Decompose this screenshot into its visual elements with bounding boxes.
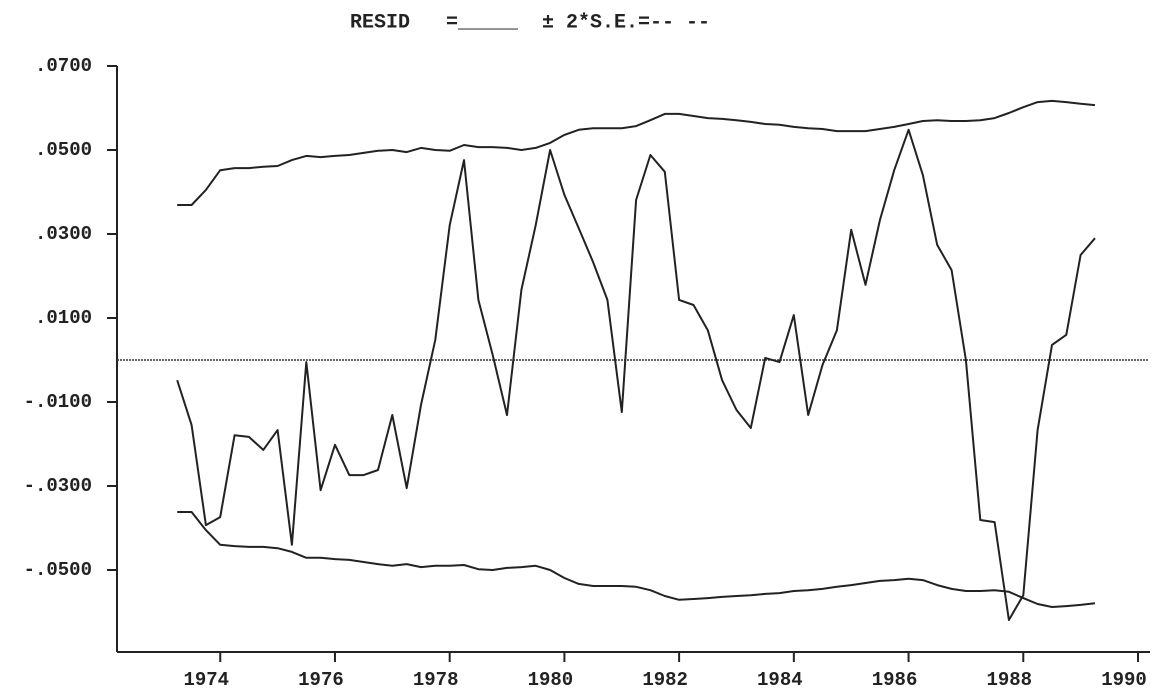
x-tick-label: 1986 (872, 669, 918, 691)
x-tick-label: 1976 (298, 669, 344, 691)
x-tick-label: 1990 (1101, 669, 1147, 691)
x-tick-label: 1974 (183, 669, 229, 691)
x-tick-label: 1982 (642, 669, 688, 691)
y-tick-label: -.0100 (24, 391, 92, 413)
series-line (177, 511, 1096, 608)
x-tick-label: 1984 (757, 669, 803, 691)
x-tick-label: 1978 (413, 669, 459, 691)
y-tick-label: -.0500 (24, 559, 92, 581)
chart-title: RESID =_____ ± 2*S.E.=-- -- (350, 11, 710, 34)
x-tick-label: 1988 (986, 669, 1032, 691)
y-tick-label: .0300 (35, 223, 92, 245)
series-line (177, 99, 1096, 206)
x-tick-label: 1980 (528, 669, 574, 691)
y-tick-label: .0500 (35, 139, 92, 161)
y-tick-label: .0700 (35, 55, 92, 77)
series-line (176, 128, 1096, 621)
y-tick-label: .0100 (35, 307, 92, 329)
y-tick-label: -.0300 (24, 475, 92, 497)
